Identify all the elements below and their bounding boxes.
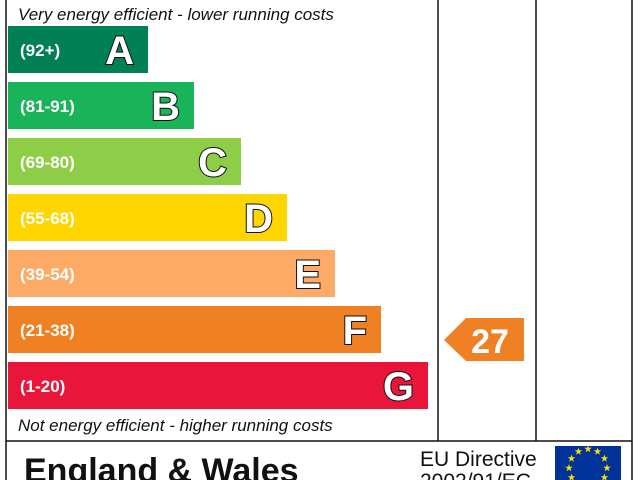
current-rating: 27 (471, 323, 509, 361)
band-bar (8, 138, 241, 185)
bottom-note: Not energy efficient - higher running co… (18, 416, 333, 435)
band-bar (8, 26, 148, 73)
band-range: (69-80) (20, 153, 75, 172)
band-range: (1-20) (20, 377, 65, 396)
band-range: (81-91) (20, 97, 75, 116)
band-bar (8, 194, 287, 241)
top-note: Very energy efficient - lower running co… (18, 5, 334, 24)
band-bar (8, 306, 381, 353)
eu-star (574, 447, 583, 455)
band-letter: C (198, 141, 227, 185)
directive: EU Directive (420, 448, 537, 471)
band-letter: B (151, 85, 180, 129)
band-range: (55-68) (20, 209, 75, 228)
band-letter: D (244, 197, 273, 241)
band-range: (21-38) (20, 321, 75, 340)
band-letter: G (383, 365, 414, 409)
eu-star (565, 464, 573, 472)
band-letter: F (343, 309, 367, 353)
band-letter: A (105, 29, 134, 73)
eu-stars (565, 445, 611, 480)
band-bar (8, 250, 335, 297)
eu-star (603, 464, 611, 472)
band-bar (8, 362, 428, 409)
eu-star (584, 445, 592, 453)
band-bar (8, 82, 194, 129)
current-rating-arrow (444, 318, 524, 361)
eu-flag (555, 446, 621, 480)
band-range: (39-54) (20, 265, 75, 284)
eu-star (567, 473, 576, 480)
eu-star (567, 454, 576, 462)
eu-star (600, 454, 609, 462)
directive: 2002/91/EC (420, 470, 531, 480)
band-range: (92+) (20, 41, 60, 60)
region: England & Wales (24, 452, 299, 480)
eu-star (600, 473, 609, 480)
band-letter: E (294, 253, 321, 297)
eu-star (593, 447, 602, 455)
